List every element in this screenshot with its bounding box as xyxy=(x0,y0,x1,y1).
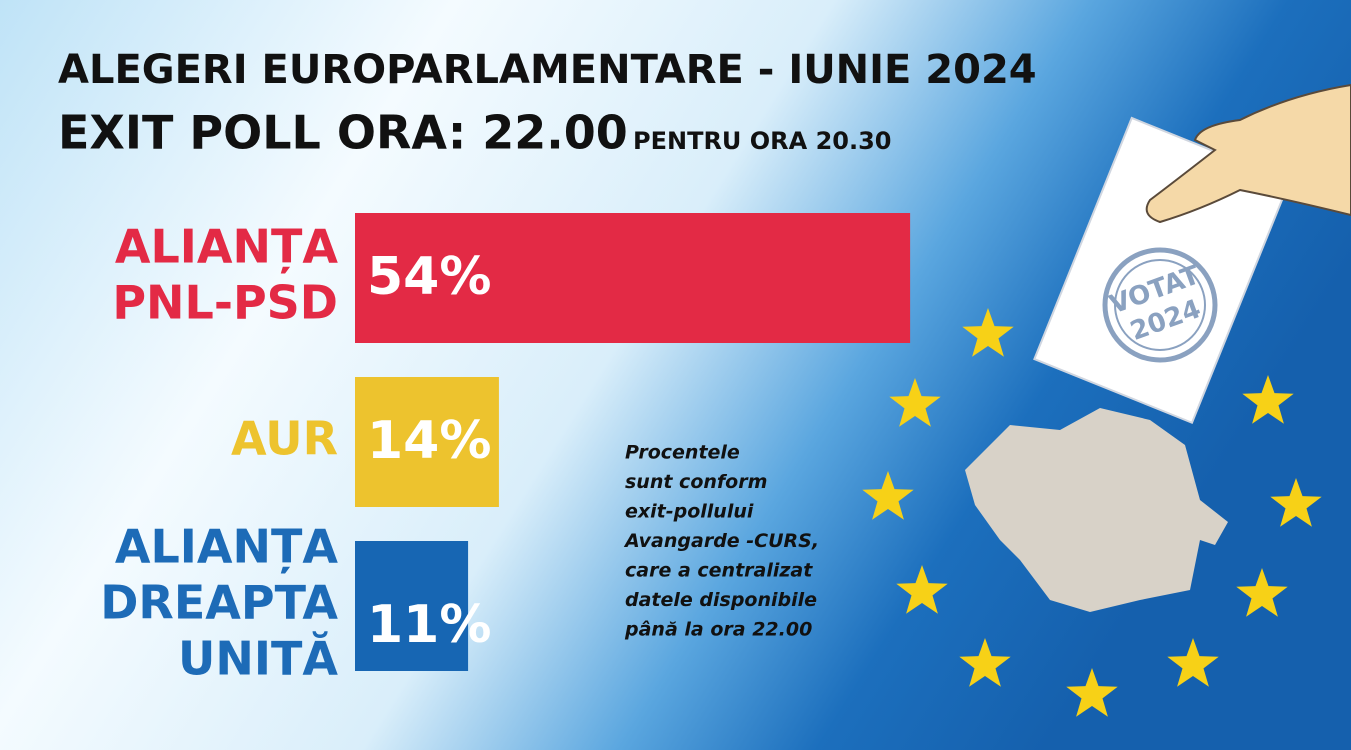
annotation: care a centralizat xyxy=(625,560,813,582)
eu-star xyxy=(1242,375,1294,424)
eu-star xyxy=(1167,638,1219,687)
eu-star xyxy=(1236,568,1288,617)
eu-star xyxy=(896,565,948,614)
value-label: 11% xyxy=(367,595,491,655)
eu-star xyxy=(889,378,941,427)
category-label: ALIANȚA xyxy=(115,220,339,274)
title: ALEGERI EUROPARLAMENTARE - IUNIE 2024 xyxy=(58,47,1037,93)
eu-star xyxy=(862,471,914,520)
eu-star xyxy=(1270,478,1322,527)
value-label: 54% xyxy=(367,247,491,307)
eu-star xyxy=(962,308,1014,357)
category-label: ALIANȚA xyxy=(115,520,339,574)
annotation: sunt conform xyxy=(625,471,767,493)
eu-star xyxy=(1066,668,1118,717)
annotation: datele disponibile xyxy=(625,589,817,611)
annotation: până la ora 22.00 xyxy=(624,619,812,641)
bar xyxy=(355,213,911,343)
romania-map xyxy=(965,408,1228,612)
decoration xyxy=(862,83,1351,717)
stamp-ring xyxy=(1114,259,1206,351)
annotation: exit-pollului xyxy=(625,501,754,523)
bar xyxy=(355,377,499,507)
bar xyxy=(355,541,469,671)
subtitle: EXIT POLL ORA: 22.00 xyxy=(58,106,628,160)
category-label: UNITĂ xyxy=(178,631,338,686)
stamp-ring xyxy=(1102,247,1218,363)
category-label: PNL-PSD xyxy=(112,276,338,330)
annotation: Avangarde -CURS, xyxy=(623,530,819,552)
value-label: 14% xyxy=(367,411,491,471)
hand xyxy=(1145,83,1351,224)
category-label: AUR xyxy=(231,412,338,466)
subtitle-note: PENTRU ORA 20.30 xyxy=(633,127,892,155)
eu-star xyxy=(959,638,1011,687)
category-label: DREAPTA xyxy=(100,576,338,630)
annotation: Procentele xyxy=(625,442,740,464)
